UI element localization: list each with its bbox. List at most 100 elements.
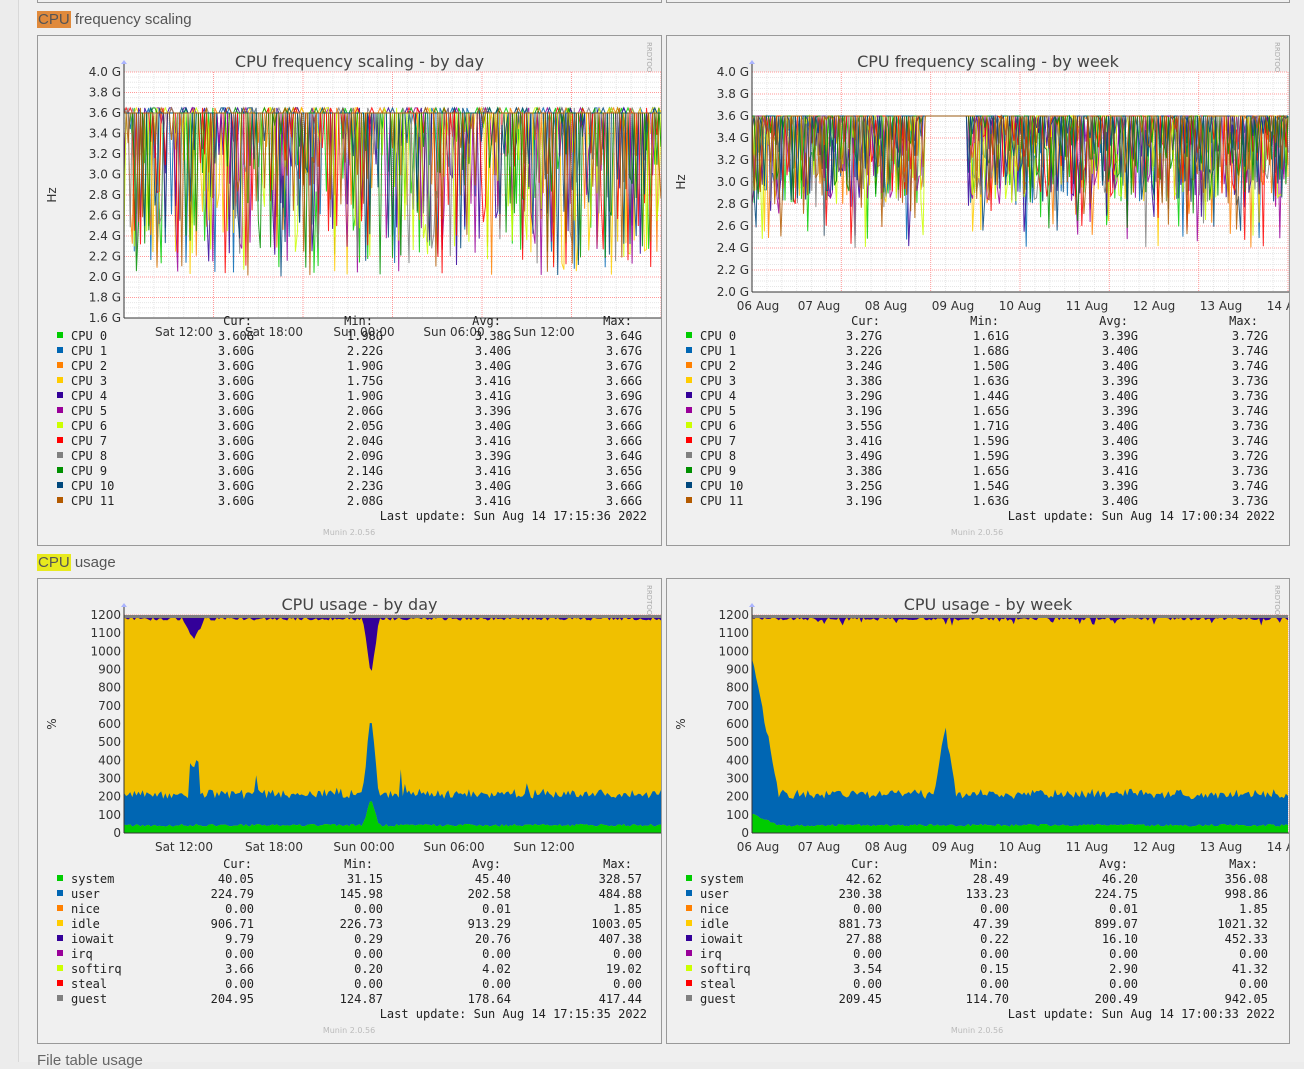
legend-cur-value: 0.00 [853,947,882,961]
legend-series-name: softirq [71,962,122,976]
legend-max-value: 452.33 [1225,932,1268,946]
legend-max-value: 3.73G [1232,389,1268,403]
series-area-system [124,801,661,833]
legend-series-name: CPU 8 [71,449,107,463]
legend-avg-value: 3.40G [475,344,511,358]
legend-max-value: 3.74G [1232,434,1268,448]
legend-cur-value: 3.41G [846,434,882,448]
legend-avg-value: 3.41G [475,494,511,508]
legend-cur-value: 3.60G [218,494,254,508]
y-tick-label: 0 [113,826,121,840]
legend-cur-value: 9.79 [225,932,254,946]
y-tick-label: 4.0 G [89,65,121,79]
x-tick-label: 07 Aug [798,299,841,313]
legend-max-value: 3.66G [606,434,642,448]
legend-swatch [57,347,63,353]
legend-min-value: 124.87 [340,992,383,1006]
legend-cur-value: 3.19G [846,494,882,508]
legend-series-name: CPU 1 [700,344,736,358]
legend-avg-value: 224.75 [1095,887,1138,901]
graph-svg: CPU usage - by weekRRDTOOL / TOBI OETIKE… [674,585,1289,1035]
legend-avg-value: 3.40G [475,479,511,493]
legend-swatch [57,497,63,503]
legend-max-value: 328.57 [599,872,642,886]
legend-swatch [686,422,692,428]
legend-swatch [57,377,63,383]
series-area-user [752,658,1288,833]
legend-avg-value: 0.00 [1109,947,1138,961]
legend-min-value: 0.00 [354,947,383,961]
legend-avg-value: 3.40G [1102,389,1138,403]
legend-swatch [57,875,63,881]
legend-swatch [686,980,692,986]
legend-max-value: 0.00 [1239,977,1268,991]
legend-series-name: CPU 5 [700,404,736,418]
y-axis-label: % [674,718,688,729]
legend-min-value: 1.44G [973,389,1009,403]
series-area-system [752,813,1288,833]
legend-avg-value: 3.41G [475,389,511,403]
section-heading-text: usage [70,554,116,571]
legend-series-name: CPU 3 [700,374,736,388]
legend-series-name: CPU 11 [700,494,743,508]
y-tick-label: 500 [98,735,121,749]
y-tick-label: 2.4 G [717,241,749,255]
legend-swatch [686,920,692,926]
legend-column-header: Cur: [851,314,880,328]
legend-avg-value: 3.40G [1102,344,1138,358]
legend-series-name: system [71,872,114,886]
graph-title: CPU frequency scaling - by week [857,52,1120,71]
legend-max-value: 417.44 [599,992,642,1006]
legend-column-header: Avg: [472,314,501,328]
cpu-frequency-day-graph[interactable]: CPU frequency scaling - by dayRRDTOOL / … [37,35,662,546]
legend-avg-value: 3.39G [1102,449,1138,463]
y-tick-label: 100 [726,808,749,822]
legend-max-value: 3.72G [1232,329,1268,343]
legend-swatch [686,347,692,353]
y-tick-label: 1200 [718,608,749,622]
legend-swatch [57,437,63,443]
legend-min-value: 0.00 [354,902,383,916]
legend-max-value: 3.64G [606,329,642,343]
legend-min-value: 1.68G [973,344,1009,358]
y-tick-label: 2.8 G [89,188,121,202]
legend-avg-value: 0.01 [482,902,511,916]
legend-avg-value: 3.38G [475,329,511,343]
x-tick-label: 10 Aug [999,299,1042,313]
legend-min-value: 133.23 [966,887,1009,901]
y-tick-label: 200 [726,790,749,804]
last-update-text: Last update: Sun Aug 14 17:15:36 2022 [380,509,647,523]
legend-avg-value: 3.41G [475,464,511,478]
legend-series-name: softirq [700,962,751,976]
x-tick-label: 08 Aug [865,840,908,854]
legend-max-value: 0.00 [1239,947,1268,961]
legend-cur-value: 906.71 [211,917,254,931]
legend-max-value: 19.02 [606,962,642,976]
legend-swatch [57,407,63,413]
legend-cur-value: 27.88 [846,932,882,946]
legend-max-value: 3.72G [1232,449,1268,463]
legend-cur-value: 3.60G [218,404,254,418]
legend-swatch [57,995,63,1001]
legend-swatch [57,905,63,911]
cpu-frequency-week-graph[interactable]: CPU frequency scaling - by weekRRDTOOL /… [666,35,1290,546]
x-tick-label: 08 Aug [865,299,908,313]
legend-cur-value: 3.22G [846,344,882,358]
legend-min-value: 31.15 [347,872,383,886]
last-update-text: Last update: Sun Aug 14 17:15:35 2022 [380,1007,647,1021]
legend-series-name: iowait [700,932,743,946]
y-tick-label: 900 [98,663,121,677]
graph-svg: CPU frequency scaling - by weekRRDTOOL /… [674,42,1289,537]
legend-series-name: CPU 1 [71,344,107,358]
legend-avg-value: 3.40G [1102,359,1138,373]
legend-series-name: CPU 0 [71,329,107,343]
legend-avg-value: 16.10 [1102,932,1138,946]
legend-series-name: CPU 10 [700,479,743,493]
cpu-usage-week-graph[interactable]: CPU usage - by weekRRDTOOL / TOBI OETIKE… [666,578,1290,1044]
legend-min-value: 114.70 [966,992,1009,1006]
legend-swatch [686,362,692,368]
legend-min-value: 2.04G [347,434,383,448]
legend-series-name: CPU 8 [700,449,736,463]
legend-min-value: 0.20 [354,962,383,976]
cpu-usage-day-graph[interactable]: CPU usage - by dayRRDTOOL / TOBI OETIKER… [37,578,662,1044]
